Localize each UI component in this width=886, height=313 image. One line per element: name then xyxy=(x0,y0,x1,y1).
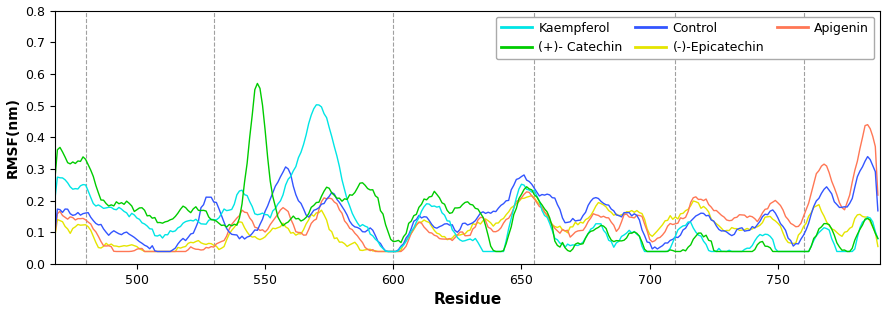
(+)- Catechin xyxy=(873,237,883,240)
Kaempferol xyxy=(134,218,144,221)
(-)-Epicatechin xyxy=(257,237,268,240)
(-)-Epicatechin xyxy=(139,249,150,253)
Apigenin xyxy=(603,216,614,220)
(+)- Catechin xyxy=(606,238,617,242)
Kaempferol xyxy=(426,205,437,208)
Control xyxy=(472,215,483,219)
Kaempferol xyxy=(475,245,486,249)
Line: (+)- Catechin: (+)- Catechin xyxy=(55,84,878,251)
(-)-Epicatechin xyxy=(365,247,376,251)
(+)- Catechin xyxy=(50,178,60,182)
Control xyxy=(603,203,614,207)
Line: Apigenin: Apigenin xyxy=(55,125,878,251)
Kaempferol xyxy=(365,232,376,236)
(-)-Epicatechin xyxy=(50,235,60,239)
Line: Control: Control xyxy=(55,156,878,251)
(-)-Epicatechin xyxy=(873,245,883,249)
Y-axis label: RMSF(nm): RMSF(nm) xyxy=(5,97,19,178)
Apigenin xyxy=(111,249,121,253)
(+)- Catechin xyxy=(491,249,501,253)
Kaempferol xyxy=(383,249,393,253)
Control xyxy=(257,217,268,221)
Line: (-)-Epicatechin: (-)-Epicatechin xyxy=(55,196,878,251)
Control xyxy=(365,226,376,230)
Control xyxy=(873,209,883,213)
Apigenin xyxy=(257,228,268,232)
Control xyxy=(134,240,144,244)
Kaempferol xyxy=(254,212,265,216)
Control xyxy=(424,218,434,222)
X-axis label: Residue: Residue xyxy=(433,292,501,307)
Apigenin xyxy=(50,234,60,238)
Apigenin xyxy=(136,247,147,250)
Legend: Kaempferol, (+)- Catechin, Control, (-)-Epicatechin, Apigenin: Kaempferol, (+)- Catechin, Control, (-)-… xyxy=(496,17,874,59)
Apigenin xyxy=(873,193,883,197)
(-)-Epicatechin xyxy=(424,221,434,224)
(+)- Catechin xyxy=(134,206,144,210)
(-)-Epicatechin xyxy=(472,220,483,224)
(+)- Catechin xyxy=(253,82,263,85)
Control xyxy=(862,155,873,158)
(-)-Epicatechin xyxy=(526,194,537,198)
(+)- Catechin xyxy=(472,207,483,211)
(+)- Catechin xyxy=(365,188,376,192)
Apigenin xyxy=(424,231,434,234)
(+)- Catechin xyxy=(424,195,434,199)
(-)-Epicatechin xyxy=(606,210,617,214)
Kaempferol xyxy=(873,237,883,241)
Apigenin xyxy=(472,218,483,222)
Control xyxy=(152,249,163,253)
Line: Kaempferol: Kaempferol xyxy=(55,105,878,251)
(+)- Catechin xyxy=(257,103,268,107)
Apigenin xyxy=(365,249,376,253)
Kaempferol xyxy=(606,240,617,244)
Kaempferol xyxy=(311,103,322,107)
Kaempferol xyxy=(50,198,60,202)
Control xyxy=(50,231,60,234)
Apigenin xyxy=(862,123,873,126)
(-)-Epicatechin xyxy=(134,247,144,251)
